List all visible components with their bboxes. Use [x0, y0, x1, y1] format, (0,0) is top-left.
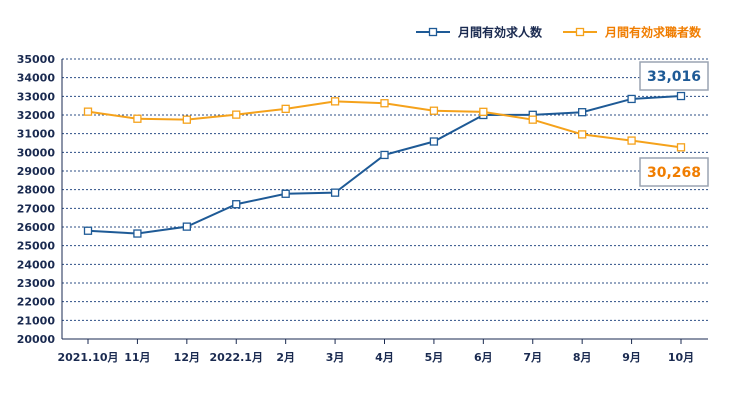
data-point: [133, 229, 142, 238]
data-point: [281, 104, 290, 113]
y-tick-label: 23000: [17, 277, 56, 290]
data-point: [232, 200, 241, 209]
data-point: [528, 115, 537, 124]
y-axis: 20000 21000 22000 23000 24000 25000 26000 27000…: [17, 53, 63, 346]
y-tick-label: 22000: [17, 296, 56, 309]
value-callout-label: 30,268: [647, 165, 701, 181]
x-axis: 2021.10月 11月 12月 2022.1月 2月 3月 4月 5月 6月 7月 8月 9月 10月: [57, 338, 708, 364]
x-tick-label: 4月: [375, 351, 394, 364]
x-tick-label: 11月: [124, 351, 150, 364]
data-point: [627, 94, 636, 104]
y-tick-label: 34000: [17, 72, 56, 85]
y-tick-label: 25000: [17, 240, 56, 253]
x-tick-label: 5月: [425, 351, 444, 364]
annotations: 33,016 30,268: [639, 61, 709, 187]
data-point: [479, 107, 488, 116]
data-point: [232, 110, 241, 119]
x-tick-label: 10月: [668, 351, 694, 364]
data-point: [676, 91, 686, 101]
y-tick-label: 27000: [17, 202, 56, 215]
data-point: [133, 114, 142, 123]
y-tick-label: 20000: [17, 333, 56, 346]
legend-label: 月間有効求人数: [457, 25, 543, 40]
y-tick-label: 26000: [17, 221, 56, 234]
y-tick-label: 32000: [17, 109, 56, 122]
legend-label: 月間有効求職者数: [604, 25, 702, 40]
x-tick-label: 12月: [174, 351, 200, 364]
value-callout-label: 33,016: [647, 69, 701, 85]
y-tick-label: 28000: [17, 184, 56, 197]
data-point: [83, 226, 93, 235]
x-tick-label: 6月: [474, 351, 493, 364]
legend-marker: [428, 27, 438, 37]
data-point: [627, 136, 636, 145]
legend: 月間有効求人数 月間有効求職者数: [416, 25, 702, 40]
x-tick-label: 2月: [276, 351, 295, 364]
y-tick-label: 30000: [17, 146, 56, 159]
x-tick-label: 2021.10月: [57, 351, 118, 364]
y-tick-label: 31000: [17, 128, 56, 141]
x-tick-label: 2022.1月: [210, 351, 263, 364]
value-callout-box: [639, 61, 709, 91]
data-point: [380, 99, 389, 108]
data-point: [182, 115, 191, 124]
data-point: [281, 189, 290, 198]
y-tick-label: 29000: [17, 165, 56, 178]
data-point: [330, 188, 340, 197]
y-tick-label: 33000: [17, 90, 56, 103]
series-line-1: [87, 100, 682, 149]
y-tick-label: 21000: [17, 314, 56, 327]
value-callout-box: [639, 157, 709, 187]
x-tick-label: 8月: [573, 351, 592, 364]
data-point: [578, 108, 587, 117]
x-tick-label: 9月: [622, 351, 641, 364]
series-line-0: [87, 95, 682, 235]
data-point: [330, 97, 340, 106]
x-tick-label: 3月: [326, 351, 345, 364]
series-layer: [83, 91, 686, 238]
data-point: [578, 130, 587, 139]
y-tick-label: 24000: [17, 258, 56, 271]
data-point: [380, 150, 389, 160]
legend-marker: [575, 27, 585, 37]
data-point: [429, 106, 439, 115]
data-point: [676, 143, 686, 152]
data-point: [182, 222, 191, 231]
data-point: [429, 137, 439, 146]
x-tick-label: 7月: [523, 351, 542, 364]
data-point: [83, 107, 93, 116]
y-tick-label: 35000: [17, 53, 56, 66]
